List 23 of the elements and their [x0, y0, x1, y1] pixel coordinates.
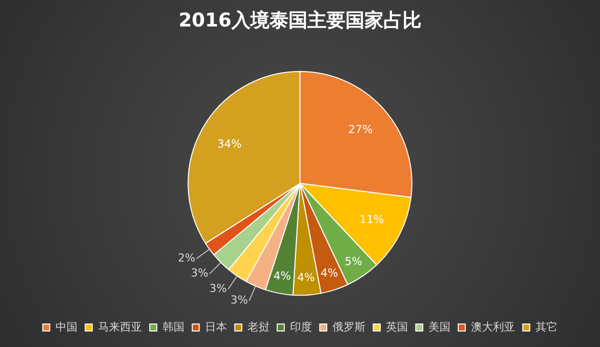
data-label: 5%: [344, 254, 362, 268]
data-label: 4%: [297, 271, 315, 284]
legend-label: 俄罗斯: [332, 320, 366, 334]
data-label: 4%: [320, 266, 338, 280]
chart-title: 2016入境泰国主要国家占比: [178, 9, 422, 32]
legend-label: 美国: [428, 320, 450, 334]
data-label: 4%: [273, 270, 291, 283]
legend-label: 中国: [55, 320, 78, 334]
legend-label: 印度: [290, 320, 312, 334]
legend-label: 韩国: [162, 320, 184, 334]
legend-label: 其它: [535, 320, 558, 334]
data-label: 2%: [178, 251, 196, 264]
legend-label: 澳大利亚: [470, 320, 515, 334]
data-label: 11%: [360, 212, 384, 226]
data-label: 27%: [348, 122, 373, 136]
legend-label: 英国: [386, 320, 408, 334]
data-label: 3%: [230, 294, 248, 307]
legend-label: 老挝: [247, 320, 270, 334]
data-label: 3%: [209, 282, 227, 296]
data-label: 34%: [217, 137, 242, 150]
data-label: 3%: [190, 266, 208, 280]
legend-label: 日本: [204, 320, 227, 334]
legend-label: 马来西亚: [98, 320, 142, 334]
